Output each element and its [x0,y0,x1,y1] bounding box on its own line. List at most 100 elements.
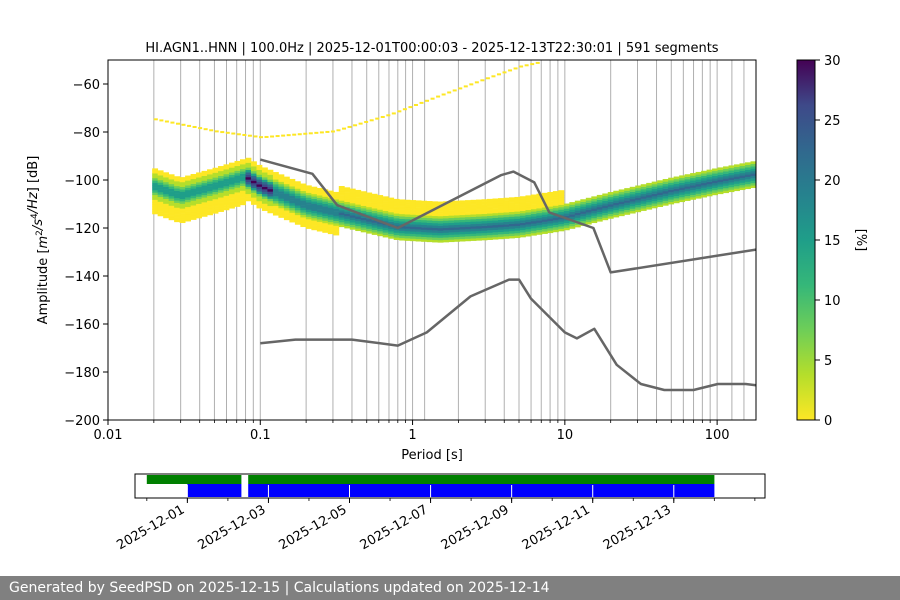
heatmap-cell [190,181,197,184]
heatmap-cell [673,183,680,187]
heatmap-cell [333,218,340,222]
heatmap-cell [344,216,351,219]
heatmap-cell [245,174,252,178]
heatmap-cell [695,171,702,175]
x-tick-label: 10 [557,428,574,443]
heatmap-cell [673,190,680,194]
heatmap-cell [333,191,340,195]
heatmap-cell [218,187,224,191]
heatmap-cell [580,211,587,214]
y-tick-label: −160 [64,318,100,333]
heatmap-cell [294,214,301,218]
heatmap-cell [168,212,175,216]
heatmap-cell [717,191,724,195]
heatmap-cell [283,181,290,185]
heatmap-cell [646,187,653,191]
heatmap-cell [569,214,576,217]
heatmap-cell [503,200,510,203]
heatmap-cell [256,164,263,168]
heatmap-cell [322,225,329,229]
heatmap-cell [278,176,285,180]
heatmap-cell [152,204,159,208]
heatmap-cell [152,168,159,172]
heatmap-cell [684,195,691,199]
heatmap-cell [514,206,521,210]
heatmap-cell [250,197,257,201]
heatmap-cell [201,173,208,176]
heatmap-cell [153,118,158,121]
heatmap-cell [745,183,751,187]
heatmap-cell [267,191,274,195]
heatmap-cell [267,172,274,175]
heatmap-cell [377,209,384,213]
heatmap-cell [646,190,653,193]
heatmap-cell [305,192,312,196]
heatmap-cell [245,157,252,161]
heatmap-cell [240,192,246,196]
heatmap-cell [212,203,219,207]
heatmap-cell [223,166,230,170]
heatmap-cell [283,198,290,201]
heatmap-cell [410,228,417,232]
heatmap-cell [410,204,417,208]
heatmap-cell [157,213,164,217]
heatmap-cell [481,232,488,236]
heatmap-cell [360,215,367,218]
heatmap-cell [261,191,268,195]
heatmap-cell [465,212,471,215]
heatmap-cell [492,234,499,238]
heatmap-cell [602,195,609,199]
heatmap-cell [530,208,537,212]
heatmap-cell [250,199,257,203]
heatmap-cell [580,213,587,217]
heatmap-cell [344,211,351,215]
heatmap-cell [541,221,548,225]
heatmap-cell [750,173,756,177]
heatmap-cell [536,229,543,233]
heatmap-cell [574,203,581,206]
heatmap-cell [201,175,208,179]
heatmap-cell [152,194,159,198]
heatmap-cell [657,194,664,198]
heatmap-cell [278,188,285,192]
heatmap-cell [201,185,208,188]
date-tick-label: 2025-12-11 [520,502,593,553]
heatmap-cell [530,213,537,217]
heatmap-cell [514,199,521,203]
heatmap-cell [179,210,186,214]
heatmap-cell [448,239,455,243]
heatmap-cell [404,230,411,234]
colorbar-tick-label: 20 [824,174,841,189]
heatmap-cell [229,203,235,207]
y-tick-label: −120 [64,222,100,237]
heatmap-cell [174,214,181,218]
heatmap-cell [168,183,175,187]
heatmap-cell [519,208,526,211]
heatmap-cell [223,164,230,168]
heatmap-cell [712,182,718,186]
heatmap-cell [170,121,175,124]
heatmap-cell [454,236,460,240]
heatmap-cell [547,194,554,198]
heatmap-cell [283,207,290,211]
heatmap-cell [745,174,751,178]
heatmap-cell [349,193,356,197]
heatmap-cell [207,190,213,194]
heatmap-cell [316,219,323,222]
heatmap-cell [558,202,565,205]
heatmap-cell [305,218,312,222]
heatmap-cell [613,193,620,196]
heatmap-cell [432,213,439,217]
heatmap-cell [300,202,307,206]
heatmap-cell [745,176,751,180]
heatmap-cell [294,183,301,187]
x-tick-label: 0.1 [250,428,271,443]
heatmap-cell [319,131,324,134]
heatmap-cell [218,197,224,200]
heatmap-cell [201,199,208,203]
heatmap-cell [607,192,614,195]
heatmap-cell [212,174,219,178]
heatmap-cell [552,191,559,194]
heatmap-cell [229,193,235,197]
heatmap-cell [223,176,230,180]
